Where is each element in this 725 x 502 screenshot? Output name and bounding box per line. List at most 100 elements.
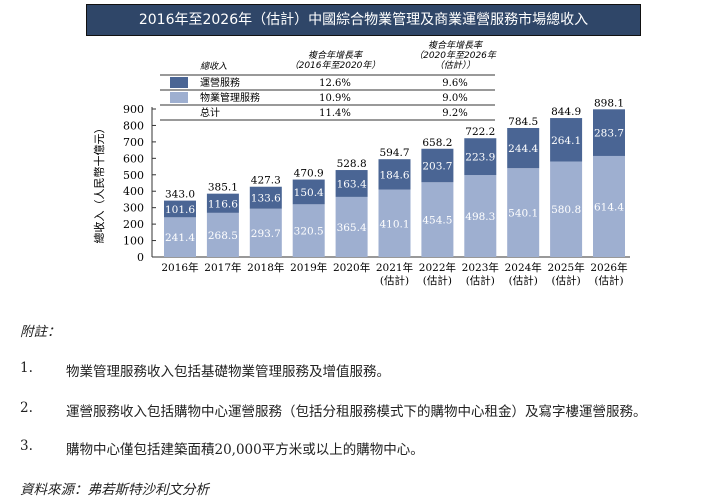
note-text-3: 購物中心僅包括建築面積20,000平方米或以上的購物中心。: [66, 442, 424, 458]
bar-total-label: 844.9: [551, 106, 581, 118]
bar-segment: [550, 118, 583, 162]
chart: 總收入複合年增長率（2016年至2020年）複合年增長率（2020年至2026年…: [92, 40, 630, 287]
bar-value-label: 283.7: [594, 128, 624, 140]
x-tick-label: 2019年: [290, 261, 327, 274]
note-text-2: 運營服務收入包括購物中心運營服務（包括分租服務模式下的購物中心租金）及寫字樓運營…: [66, 404, 647, 420]
bar-value-label: 614.4: [594, 201, 624, 213]
bar-segment: [335, 196, 368, 257]
legend-swatch: [170, 92, 188, 103]
bar-segment: [464, 138, 497, 176]
legend-label: 总计: [200, 106, 220, 119]
x-tick-label: 2023年: [462, 261, 499, 274]
bar-value-label: 410.1: [379, 218, 409, 230]
bar-total-label: 385.1: [208, 182, 238, 194]
x-tick-label: 2022年: [419, 261, 456, 274]
note-num-1: 1.: [20, 360, 33, 376]
bar-segment: [249, 208, 282, 257]
x-tick-label: 2018年: [247, 261, 284, 274]
legend-cagr-2016-2020: 10.9%: [319, 93, 351, 104]
bar-value-label: 320.5: [294, 226, 324, 238]
bar-value-label: 268.5: [208, 230, 238, 242]
note-num-2: 2.: [20, 400, 33, 416]
bar-value-label: 116.6: [208, 198, 238, 210]
legend-cagr-2020-2026: 9.0%: [442, 93, 467, 104]
y-tick-label: 800: [123, 119, 144, 132]
bar-value-label: 365.4: [337, 222, 367, 234]
bar-total-label: 594.7: [379, 147, 409, 159]
bar-segment: [206, 212, 239, 257]
x-tick-label: 2024年: [505, 261, 542, 274]
bar-segment: [593, 155, 625, 257]
legend-cagr-2020-2026: 9.2%: [442, 108, 467, 119]
bar-total-label: 470.9: [294, 168, 324, 180]
legend-col2-header: 複合年增長率: [428, 40, 484, 51]
note-num-3: 3.: [20, 438, 33, 454]
x-tick-label: (估計): [380, 274, 409, 287]
source-note: 資料來源：弗若斯特沙利文分析: [20, 482, 209, 498]
y-tick-label: 400: [123, 185, 144, 198]
legend-col1-header: 複合年增長率: [308, 50, 364, 61]
bar-segment: [378, 159, 411, 190]
bar-segment: [164, 217, 196, 257]
bar-segment: [421, 148, 454, 183]
legend-label: 運營服務: [200, 76, 240, 89]
chart-title: 2016年至2026年（估計）中國綜合物業管理及商業運營服務市場總收入: [86, 4, 641, 36]
x-tick-label: 2017年: [204, 261, 241, 274]
bar-segment: [292, 204, 325, 257]
x-tick-label: 2026年: [590, 261, 627, 274]
bar-total-label: 784.5: [508, 116, 538, 128]
legend-swatch: [170, 77, 188, 88]
legend-cagr-2016-2020: 12.6%: [319, 78, 351, 89]
bar-value-label: 184.6: [379, 169, 409, 181]
bar-value-label: 540.1: [508, 208, 538, 220]
bar-total-label: 658.2: [422, 137, 452, 149]
x-tick-label: (估計): [509, 274, 538, 287]
bar-value-label: 454.5: [422, 215, 452, 227]
y-tick-label: 600: [123, 152, 144, 165]
bar-segment: [378, 189, 411, 257]
bar-value-label: 580.8: [551, 204, 581, 216]
legend-cagr-2016-2020: 11.4%: [319, 108, 351, 119]
y-tick-label: 100: [123, 235, 144, 248]
y-tick-label: 500: [123, 169, 144, 182]
x-tick-label: (估計): [466, 274, 495, 287]
bar-total-label: 427.3: [251, 175, 281, 187]
x-tick-label: 2020年: [333, 261, 370, 274]
bar-value-label: 498.3: [465, 211, 495, 223]
legend-cagr-2020-2026: 9.6%: [442, 78, 467, 89]
bar-value-label: 293.7: [251, 228, 281, 240]
bar-value-label: 150.4: [294, 187, 324, 199]
bar-segment: [249, 186, 282, 209]
y-tick-label: 300: [123, 202, 144, 215]
y-tick-label: 200: [123, 218, 144, 231]
bar-value-label: 241.4: [165, 232, 195, 244]
notes-heading: 附註：: [20, 324, 61, 340]
bar-value-label: 101.6: [165, 204, 195, 216]
bar-segment: [593, 109, 625, 156]
y-tick-label: 700: [123, 136, 144, 149]
bar-segment: [464, 175, 497, 257]
bar-value-label: 244.4: [508, 143, 538, 155]
bar-value-label: 163.4: [337, 178, 367, 190]
legend-col2-header: （2020年至2026年: [414, 50, 497, 61]
x-tick-label: (估計): [423, 274, 452, 287]
legend-col1-header: （2016年至2020年）: [290, 60, 381, 71]
x-tick-label: (估計): [551, 274, 580, 287]
note-text-1: 物業管理服務收入包括基礎物業管理服務及增值服務。: [66, 364, 390, 380]
bar-segment: [421, 182, 454, 257]
x-tick-label: 2021年: [376, 261, 413, 274]
x-tick-label: 2025年: [547, 261, 584, 274]
bar-total-label: 722.2: [465, 126, 495, 138]
legend-label: 物業管理服務: [200, 91, 260, 104]
legend-header-label: 總收入: [200, 61, 227, 72]
bar-segment: [507, 127, 540, 169]
x-tick-label: (估計): [594, 274, 623, 287]
bar-total-label: 343.0: [165, 189, 195, 201]
bar-segment: [335, 170, 368, 197]
bar-segment: [507, 168, 540, 257]
bar-segment: [164, 200, 196, 218]
legend-col2-header: （估計））: [435, 60, 476, 71]
y-tick-label: 900: [123, 103, 144, 116]
bar-value-label: 223.9: [465, 152, 495, 164]
bar-segment: [292, 179, 325, 205]
